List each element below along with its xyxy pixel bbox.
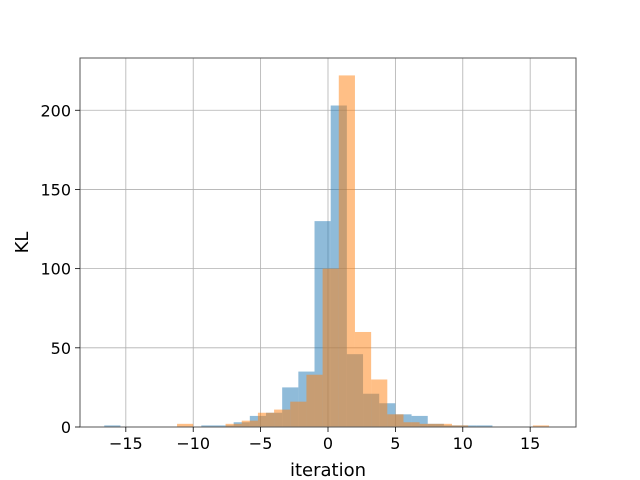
histogram-bar-series-2 (177, 423, 194, 427)
x-tick-label: −10 (176, 434, 210, 453)
histogram-bar-series-2 (322, 268, 339, 427)
histogram-bar-series-1 (411, 415, 428, 427)
histogram-bar-series-1 (104, 425, 121, 427)
histogram-bar-series-2 (403, 422, 420, 427)
histogram-bar-series-2 (532, 425, 550, 427)
y-tick-label: 150 (40, 180, 71, 199)
histogram-bar-series-2 (290, 401, 307, 427)
histogram-bar-series-2 (241, 420, 258, 427)
x-tick-label: −5 (249, 434, 273, 453)
histogram-bar-series-2 (225, 423, 242, 427)
histogram-bars (104, 75, 550, 428)
histogram-bar-series-1 (201, 425, 218, 427)
x-tick-label: 10 (453, 434, 473, 453)
x-tick-label: −15 (109, 434, 143, 453)
histogram-bar-series-2 (435, 423, 452, 427)
y-axis-label: KL (12, 232, 33, 254)
y-tick-label: 0 (61, 418, 71, 437)
y-tick-label: 100 (40, 260, 71, 279)
histogram-bar-series-2 (257, 412, 275, 427)
histogram-bar-series-2 (387, 414, 404, 427)
y-tick-label: 50 (51, 339, 71, 358)
histogram-bar-series-2 (371, 379, 388, 427)
x-tick-label: 0 (323, 434, 333, 453)
histogram-bar-series-2 (452, 425, 469, 427)
histogram-bar-series-2 (354, 331, 372, 427)
histogram-bar-series-2 (274, 409, 291, 427)
x-tick-label: 5 (390, 434, 400, 453)
histogram-bar-series-1 (476, 425, 493, 427)
histogram-bar-series-2 (306, 374, 323, 427)
x-tick-label: 15 (520, 434, 540, 453)
histogram-bar-series-2 (419, 423, 436, 427)
y-tick-label: 200 (40, 101, 71, 120)
histogram-bar-series-2 (338, 75, 355, 428)
x-axis-label: iteration (290, 460, 366, 480)
